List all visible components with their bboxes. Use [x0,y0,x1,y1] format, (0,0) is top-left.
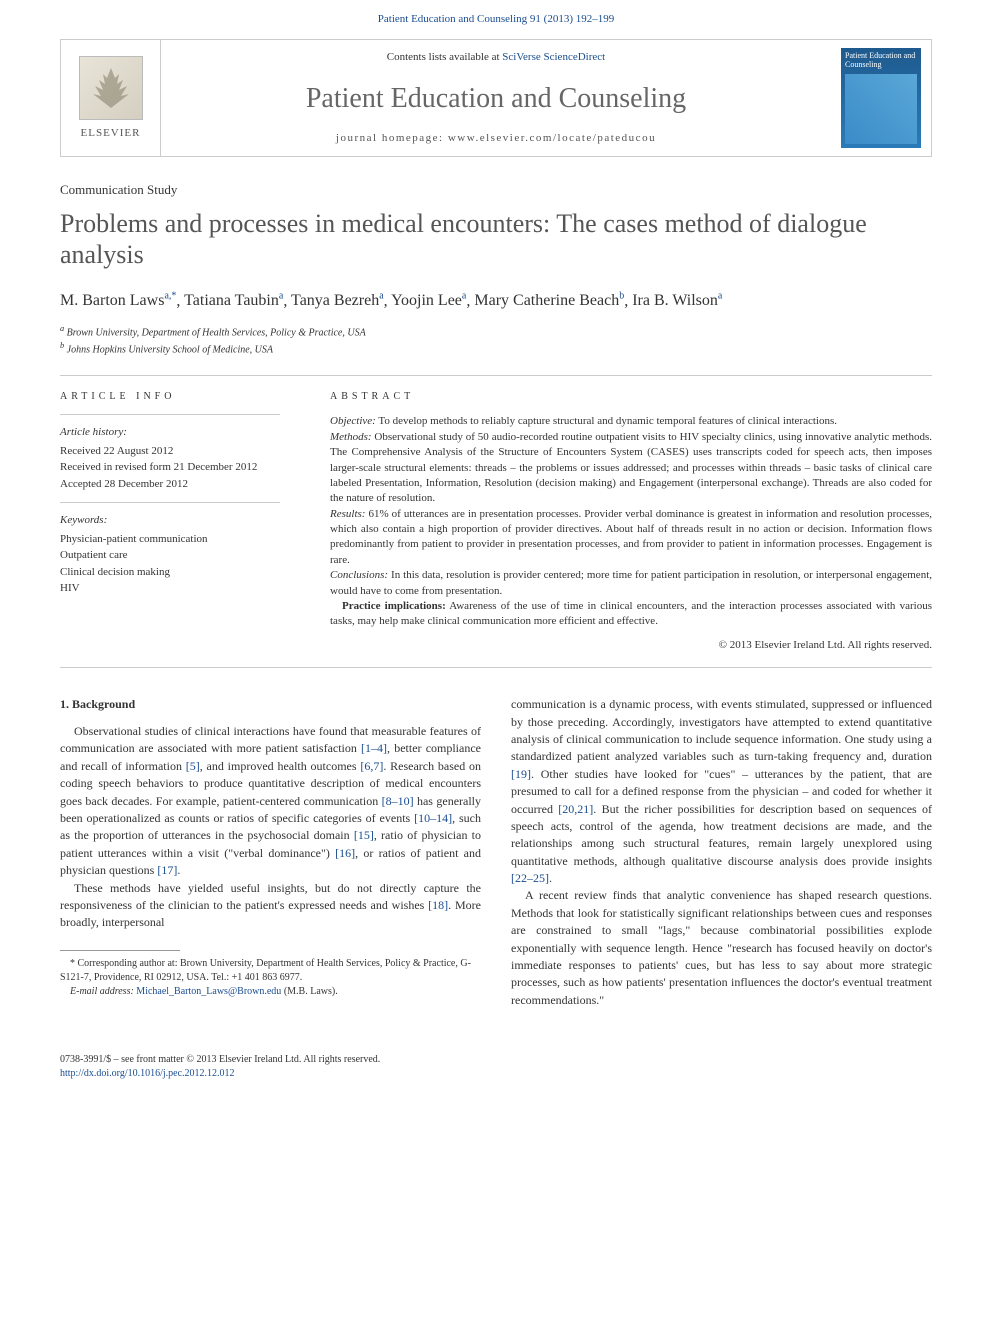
keyword: Physician-patient communication [60,531,280,548]
column-right: communication is a dynamic process, with… [511,696,932,1009]
reference-citation[interactable]: [17] [157,863,177,877]
meta-row: ARTICLE INFO Article history: Received 2… [60,375,932,668]
footnote-rule [60,950,180,951]
affiliation: a Brown University, Department of Health… [60,323,932,340]
contents-line: Contents lists available at SciVerse Sci… [181,50,811,65]
reference-citation[interactable]: [19] [511,767,531,781]
reference-citation[interactable]: [8–10] [382,794,414,808]
abstract-results: Results: 61% of utterances are in presen… [330,507,932,569]
doi-link[interactable]: http://dx.doi.org/10.1016/j.pec.2012.12.… [60,1068,235,1079]
reference-citation[interactable]: [20,21] [558,802,593,816]
keywords-heading: Keywords: [60,513,280,528]
abstract-conclusions: Conclusions: In this data, resolution is… [330,568,932,599]
author-affil-sup: a [279,291,283,302]
publisher-label: ELSEVIER [81,126,141,141]
abstract-copyright: © 2013 Elsevier Ireland Ltd. All rights … [330,638,932,653]
keyword: HIV [60,580,280,597]
body-paragraph: A recent review finds that analytic conv… [511,887,932,1009]
history-item: Received 22 August 2012 [60,443,280,460]
journal-banner: ELSEVIER Contents lists available at Sci… [60,39,932,157]
front-matter: 0738-3991/$ – see front matter © 2013 El… [60,1053,932,1067]
author-affil-sup: a [462,291,466,302]
author-affil-sup: a [379,291,383,302]
keyword: Clinical decision making [60,564,280,581]
reference-citation[interactable]: [5] [186,759,200,773]
author-list: M. Barton Lawsa,*, Tatiana Taubina, Tany… [60,290,932,313]
journal-homepage: journal homepage: www.elsevier.com/locat… [181,131,811,146]
body-paragraph: These methods have yielded useful insigh… [60,880,481,932]
author: Yoojin Leea [391,292,466,309]
author: Tanya Bezreha [291,292,384,309]
author-affil-sup: a,* [164,291,176,302]
article-info: ARTICLE INFO Article history: Received 2… [60,376,290,667]
article-type: Communication Study [60,181,932,199]
author-affil-sup: b [619,291,624,302]
author: Tatiana Taubina [184,292,283,309]
publisher-block: ELSEVIER [61,40,161,156]
history-heading: Article history: [60,425,280,440]
reference-citation[interactable]: [10–14] [414,811,452,825]
reference-citation[interactable]: [18] [428,898,448,912]
reference-citation[interactable]: [15] [354,828,374,842]
contents-prefix: Contents lists available at [387,51,502,63]
banner-cover: Patient Education and Counseling [831,40,931,156]
reference-citation[interactable]: [16] [335,846,355,860]
email-footnote: E-mail address: Michael_Barton_Laws@Brow… [60,985,481,999]
banner-center: Contents lists available at SciVerse Sci… [161,40,831,156]
affiliation: b Johns Hopkins University School of Med… [60,340,932,357]
author: M. Barton Lawsa,* [60,292,176,309]
author-affil-sup: a [718,291,722,302]
reference-citation[interactable]: [6,7] [360,759,383,773]
sciencedirect-link[interactable]: SciVerse ScienceDirect [502,51,605,63]
affiliations: a Brown University, Department of Health… [60,323,932,358]
cover-thumb-title: Patient Education and Counseling [845,52,917,70]
section-heading-background: 1. Background [60,696,481,713]
journal-title: Patient Education and Counseling [181,79,811,118]
column-left: 1. Background Observational studies of c… [60,696,481,1009]
body-paragraph: Observational studies of clinical intera… [60,723,481,880]
keyword: Outpatient care [60,547,280,564]
history-item: Accepted 28 December 2012 [60,476,280,493]
elsevier-tree-icon [79,56,143,120]
reference-citation[interactable]: [1–4] [361,741,387,755]
abstract-label: ABSTRACT [330,390,932,404]
body-paragraph: communication is a dynamic process, with… [511,696,932,887]
abstract: ABSTRACT Objective: To develop methods t… [320,376,932,667]
abstract-practice: Practice implications: Awareness of the … [330,599,932,630]
abstract-methods: Methods: Observational study of 50 audio… [330,430,932,507]
article-body: Communication Study Problems and process… [0,157,992,1033]
corresponding-author: * Corresponding author at: Brown Univers… [60,957,481,985]
abstract-objective: Objective: To develop methods to reliabl… [330,414,932,429]
cover-thumb-image [845,74,917,144]
body-columns: 1. Background Observational studies of c… [60,696,932,1009]
page-footer: 0738-3991/$ – see front matter © 2013 El… [60,1053,932,1081]
email-link[interactable]: Michael_Barton_Laws@Brown.edu [136,986,281,997]
reference-citation[interactable]: [22–25] [511,871,549,885]
journal-cover-thumb: Patient Education and Counseling [841,48,921,148]
author: Mary Catherine Beachb [474,292,624,309]
header-citation: Patient Education and Counseling 91 (201… [0,0,992,39]
author: Ira B. Wilsona [632,292,722,309]
article-title: Problems and processes in medical encoun… [60,208,932,270]
info-label: ARTICLE INFO [60,390,280,404]
history-item: Received in revised form 21 December 201… [60,459,280,476]
